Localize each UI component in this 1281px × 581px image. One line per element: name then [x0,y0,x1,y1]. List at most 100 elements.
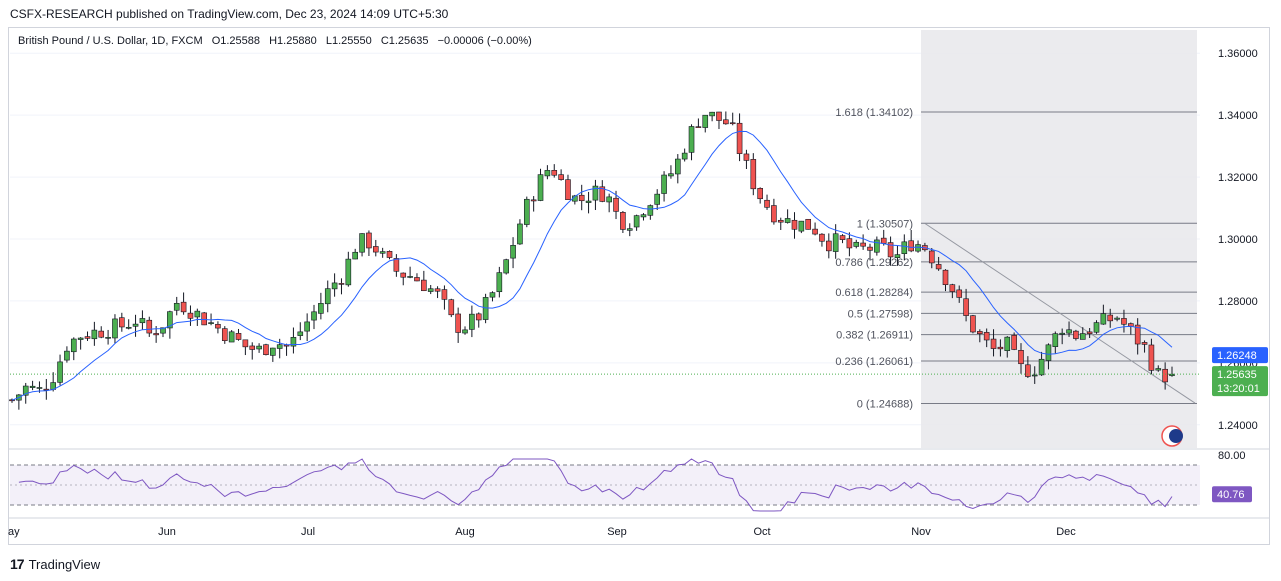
tradingview-logo-icon: 17 [10,556,25,572]
candle-body [1011,335,1017,350]
candle-body [167,311,173,329]
candle-body [105,337,111,339]
candle-body [846,238,853,249]
candle-body [407,276,413,278]
x-tick-label: Nov [911,526,931,538]
x-tick-label: Jul [301,526,315,538]
candle-body [1031,374,1038,377]
candle-body [414,277,420,282]
candle-body [448,299,455,316]
candle-body [1155,368,1162,371]
candle-body [812,228,818,235]
candle-body [1018,350,1024,365]
candle-body [338,283,345,285]
x-tick-label: Jun [158,526,176,538]
candle-body [990,338,997,349]
candle-body [1045,344,1052,361]
tradingview-brand: TradingView [28,556,101,572]
candle-body [153,333,159,336]
candle-body [977,331,983,335]
candle-body [194,310,201,318]
candle-body [1052,333,1059,347]
countdown-label: 13:20:01 [1217,383,1260,395]
moving-average-line [11,130,1173,401]
rsi-value-label: 40.76 [1217,489,1245,501]
candle-body [791,219,798,230]
candle-body [826,240,832,252]
y-tick-label: 1.32000 [1218,172,1258,184]
candle-body [263,344,269,355]
candle-body [1107,314,1114,322]
candle-body [510,245,516,259]
candle-body [462,329,468,334]
x-tick-label: ay [8,526,20,538]
candle-body [256,345,262,350]
candle-body [427,288,434,292]
candle-body [935,264,942,270]
candle-body [441,289,448,300]
candle-body [64,350,70,361]
candle-body [125,326,132,329]
candle-body [290,337,297,347]
publisher-title: CSFX-RESEARCH published on TradingView.c… [10,7,449,21]
candle-body [853,241,860,247]
candle-body [22,385,29,396]
candle-body [235,333,242,340]
candle-body [716,111,722,121]
fib-level-label: 0.5 (1.27598) [848,308,913,320]
candle-body [201,312,207,326]
candle-body [674,158,681,175]
candle-body [112,318,118,339]
candle-body [599,186,606,202]
ma-price-label: 1.26248 [1217,350,1257,362]
candle-body [146,319,153,334]
fib-level-label: 0 (1.24688) [857,398,913,410]
candle-body [983,332,990,341]
candle-body [242,339,249,348]
candle-body [668,173,674,177]
candle-body [578,194,585,202]
candle-body [894,254,901,258]
candle-body [1086,331,1093,334]
candle-body [475,313,482,321]
candle-body [743,153,750,161]
high-value: H1.25880 [269,35,317,47]
candle-body [304,321,310,332]
candle-body [551,170,558,176]
candle-body [57,361,63,383]
candle-body [874,239,880,253]
candle-body [70,338,77,353]
fib-level-label: 0.786 (1.29262) [835,257,913,269]
x-tick-label: Dec [1056,526,1076,538]
candle-body [736,122,743,154]
candle-body [297,331,304,336]
candle-body [784,218,791,223]
candle-body [592,185,599,201]
candle-body [393,258,400,272]
candle-body [544,170,551,177]
candle-body [489,292,496,298]
candle-body [180,301,187,313]
candle-body [819,233,825,242]
fib-level-label: 1.618 (1.34102) [835,107,913,119]
fib-level-label: 0.236 (1.26061) [835,356,913,368]
x-tick-label: Aug [455,526,475,538]
candle-body [386,251,393,258]
current-price-tag [1212,366,1268,397]
current-price-label: 1.25635 [1217,369,1257,381]
symbol-name[interactable]: British Pound / U.S. Dollar, 1D, FXCM [18,35,203,47]
candle-body [132,323,139,327]
chart-frame [8,27,1270,545]
candle-body [606,196,612,203]
rsi-y-tick-label: 80.00 [1218,450,1246,462]
candle-body [997,346,1004,350]
candle-body [1141,342,1148,345]
candle-body [1093,322,1100,333]
candle-body [160,327,166,334]
candle-body [970,315,976,333]
candle-body [530,199,537,202]
candle-body [77,337,84,340]
candle-body [1038,358,1045,376]
candle-body [867,246,873,251]
